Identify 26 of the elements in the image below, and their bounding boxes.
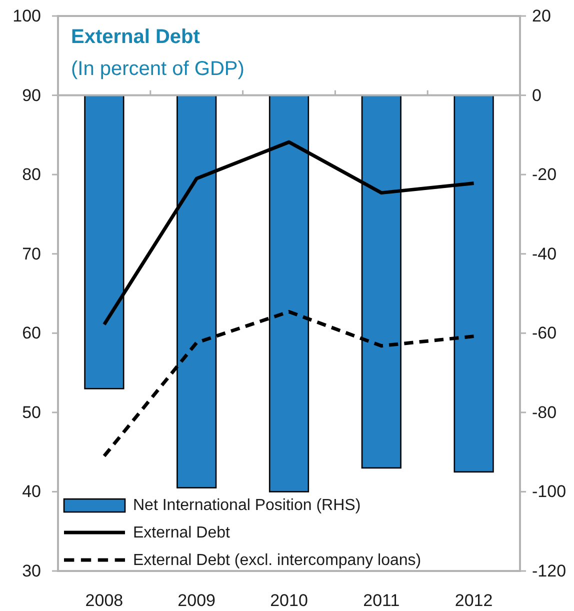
y2-tick-label: 20 <box>532 6 551 26</box>
text: External Debt <box>71 26 200 48</box>
y-tick-label: 90 <box>22 86 41 105</box>
y-tick-label: 30 <box>22 562 41 580</box>
legend-label: Net International Position (RHS) <box>133 496 361 514</box>
y-tick-label: 60 <box>22 324 41 343</box>
y-tick-label: 50 <box>22 402 41 422</box>
y2-tick-label: -40 <box>532 244 557 264</box>
x-tick-label: 2012 <box>454 591 493 610</box>
y2-tick-label: -120 <box>532 562 566 580</box>
x-tick-label: 2008 <box>85 591 124 610</box>
y2-tick-label: -80 <box>532 402 557 422</box>
y-tick-label: 100 <box>12 6 41 26</box>
text: (In percent of GDP) <box>71 58 244 80</box>
y-tick-label: 80 <box>22 165 41 184</box>
y2-tick-label: -20 <box>532 165 557 184</box>
y2-tick-label: -60 <box>532 324 557 343</box>
y-tick-label: 40 <box>22 482 41 502</box>
y2-tick-label: 0 <box>532 86 542 105</box>
legend-label: External Debt (excl. intercompany loans) <box>133 552 422 568</box>
y2-tick-label: -100 <box>532 482 566 502</box>
x-tick-label: 2009 <box>178 591 216 610</box>
x-tick-label: 2011 <box>363 591 400 610</box>
y-tick-label: 70 <box>22 244 41 264</box>
x-tick-label: 2010 <box>270 591 308 610</box>
legend-label: External Debt <box>133 524 230 541</box>
